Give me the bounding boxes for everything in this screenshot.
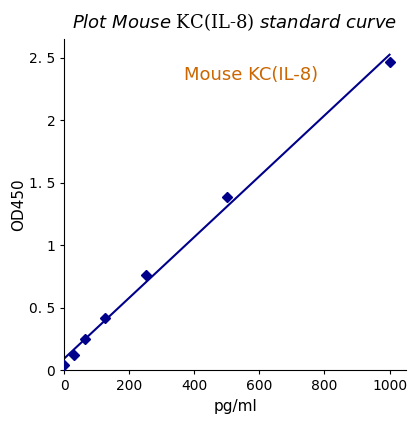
Title: $\it{Plot\ Mouse}$ KC(IL-8) $\it{standard\ curve}$: $\it{Plot\ Mouse}$ KC(IL-8) $\it{standar… [72,11,398,33]
Text: Mouse KC(IL-8): Mouse KC(IL-8) [184,65,318,84]
X-axis label: pg/ml: pg/ml [213,399,257,414]
Y-axis label: OD450: OD450 [11,178,26,231]
